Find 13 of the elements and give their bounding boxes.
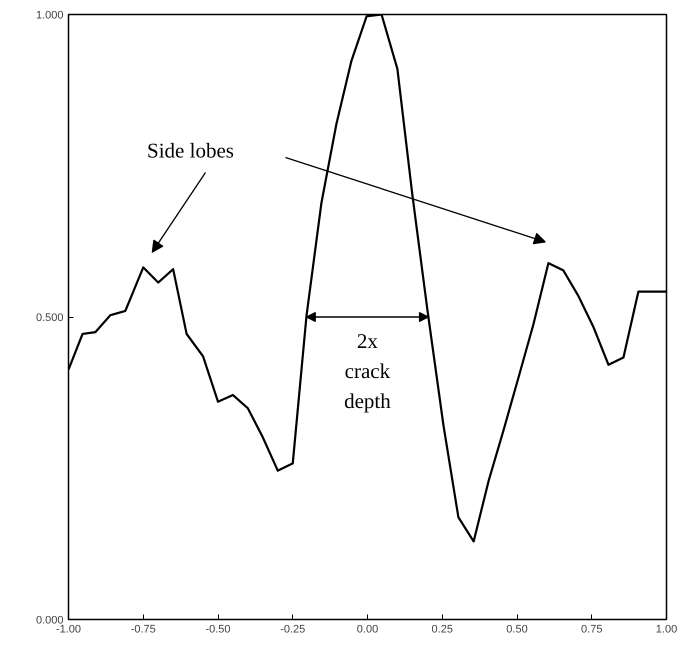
x-tick-label: 0.75	[581, 624, 602, 636]
y-tick-label: 0.500	[36, 312, 64, 324]
annotation: 2x crack depth	[344, 329, 392, 413]
x-tick-label: 0.25	[432, 624, 453, 636]
x-tick-label: 1.00	[656, 624, 678, 636]
annotation: Side lobes	[147, 138, 234, 162]
x-tick-label: -0.25	[280, 624, 306, 636]
x-tick-label: 0.00	[356, 624, 378, 636]
x-tick-label: -1.00	[56, 624, 82, 636]
x-tick-label: -0.75	[130, 624, 156, 636]
x-tick-label: -0.50	[205, 624, 231, 636]
x-tick-label: 0.50	[506, 624, 528, 636]
y-tick-label: 1.000	[36, 10, 64, 22]
